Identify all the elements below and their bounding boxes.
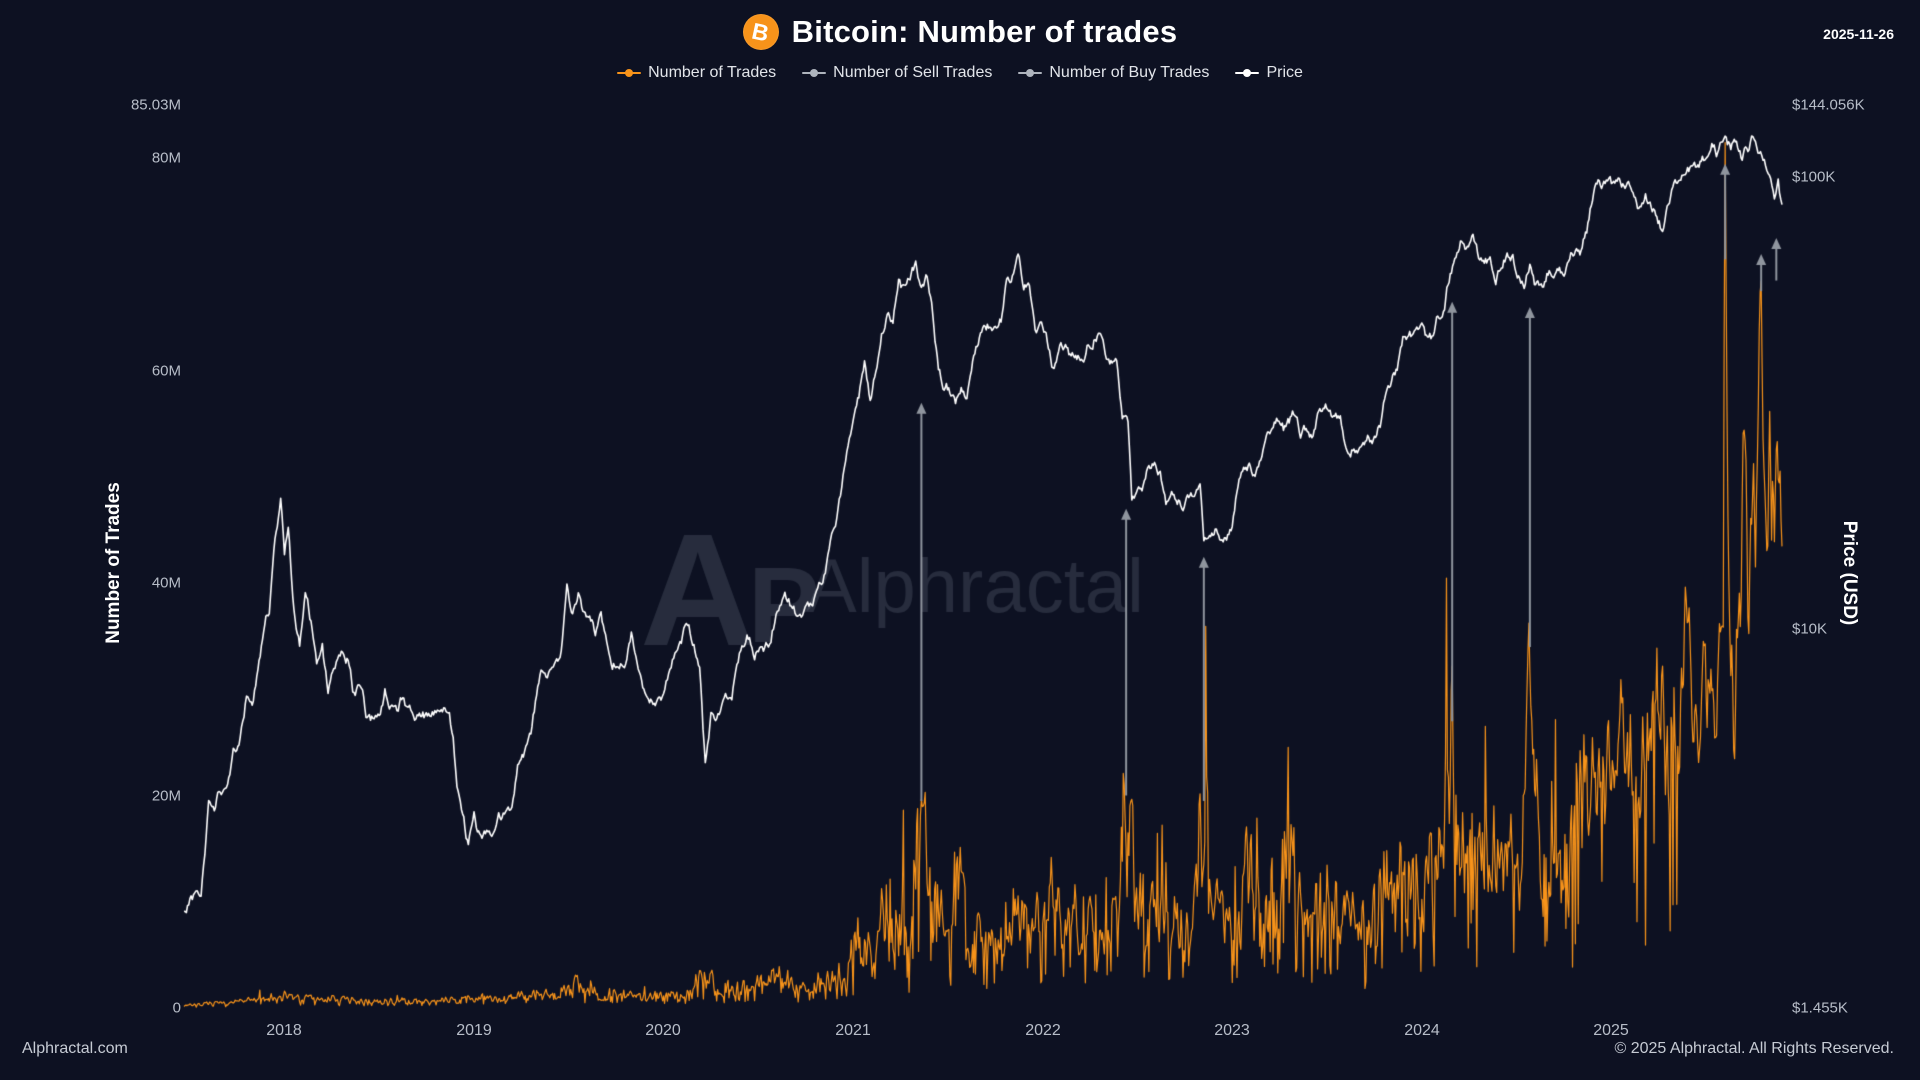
legend-dot-icon	[810, 69, 819, 77]
legend: Number of Trades Number of Sell Trades N…	[0, 64, 1920, 82]
legend-dot-icon	[1026, 69, 1035, 77]
x-tick: 2018	[266, 1022, 302, 1039]
footer-site-link[interactable]: Alphractal.com	[22, 1040, 128, 1057]
y-left-tick: 80M	[151, 149, 181, 167]
x-tick: 2022	[1025, 1022, 1061, 1039]
date-label: 2025-11-26	[1823, 26, 1894, 42]
bitcoin-icon: B	[742, 14, 779, 50]
y-left-tick: 60M	[151, 362, 181, 380]
y-right-tick: $144.056K	[1792, 96, 1865, 114]
legend-marker-buy-icon	[1018, 69, 1043, 77]
x-tick: 2024	[1404, 1022, 1440, 1039]
y-axis-title-right: Price (USD)	[1839, 520, 1860, 626]
legend-label: Price	[1266, 64, 1303, 81]
x-tick: 2025	[1593, 1022, 1629, 1039]
legend-item-sell-trades[interactable]: Number of Sell Trades	[802, 64, 992, 82]
x-tick: 2023	[1214, 1022, 1250, 1039]
legend-label: Number of Buy Trades	[1049, 64, 1210, 81]
legend-marker-trades-icon	[617, 69, 642, 77]
y-right-tick: $10K	[1792, 620, 1828, 638]
legend-label: Number of Sell Trades	[833, 64, 993, 81]
y-left-tick: 0	[172, 999, 181, 1017]
legend-item-buy-trades[interactable]: Number of Buy Trades	[1018, 64, 1209, 82]
page-title: Bitcoin: Number of trades	[791, 14, 1178, 49]
legend-dot-icon	[1243, 69, 1252, 77]
y-right-tick: $1.455K	[1792, 999, 1848, 1017]
legend-item-number-of-trades[interactable]: Number of Trades	[617, 64, 776, 82]
bitcoin-icon-letter: B	[749, 17, 772, 46]
x-tick: 2020	[645, 1022, 681, 1039]
legend-marker-price-icon	[1235, 69, 1260, 77]
x-tick: 2021	[835, 1022, 871, 1039]
chart-header: B Bitcoin: Number of trades	[0, 14, 1920, 50]
y-left-tick: 40M	[151, 574, 181, 592]
y-right-tick: $100K	[1792, 168, 1836, 186]
legend-marker-sell-icon	[802, 69, 827, 77]
legend-label: Number of Trades	[648, 64, 777, 81]
x-tick: 2019	[456, 1022, 492, 1039]
footer-copyright: © 2025 Alphractal. All Rights Reserved.	[1614, 1040, 1895, 1057]
legend-dot-icon	[625, 69, 634, 77]
legend-item-price[interactable]: Price	[1235, 64, 1303, 82]
y-left-tick: 20M	[151, 787, 181, 805]
y-left-tick: 85.03M	[130, 96, 181, 114]
y-axis-title-left: Number of Trades	[103, 482, 124, 644]
